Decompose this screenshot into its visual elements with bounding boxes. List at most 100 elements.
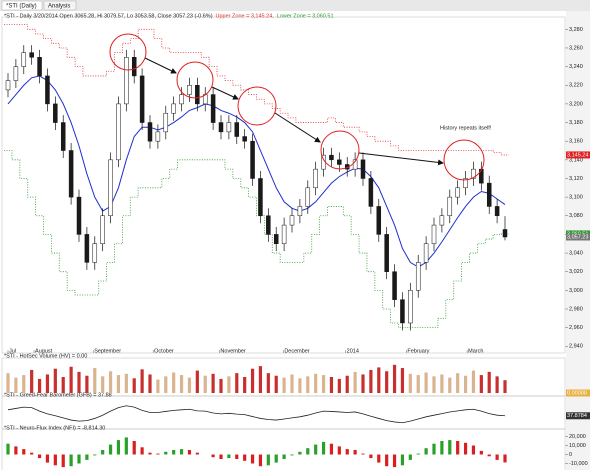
x-tick-label: December [284, 348, 310, 354]
bar [108, 444, 113, 455]
candle-body [76, 196, 82, 235]
bar [235, 454, 239, 459]
panel-header: *STI - Daily 3/20/2014 Open 3065.28, Hi … [4, 13, 213, 19]
bar [124, 373, 128, 393]
y-tick-label: 3,040 [569, 251, 583, 257]
bar [53, 368, 57, 393]
bar [243, 377, 247, 393]
candle-body [68, 150, 74, 198]
candle-body [392, 271, 397, 300]
panel-frame [1, 428, 566, 470]
bar [219, 454, 223, 459]
bar [503, 380, 507, 393]
bar [148, 374, 152, 393]
zone-line [4, 24, 509, 156]
bar [45, 374, 50, 393]
x-tick-label: Jul [9, 348, 16, 354]
price-tag-label: 0.00000 [567, 390, 587, 396]
bar [424, 448, 428, 455]
arrow [274, 112, 321, 143]
bar [108, 371, 113, 393]
bar [321, 375, 326, 393]
bar [361, 374, 365, 393]
bar [456, 373, 460, 393]
annotation: History repeats itself! [440, 125, 492, 131]
lower-zone-header: Lower Zone = 3,060.51 [277, 13, 334, 19]
candle-body [376, 206, 382, 235]
price-tag [566, 233, 590, 241]
annotation-arrows [144, 57, 444, 166]
bar [440, 374, 444, 393]
y-tick-label: 20,000 [569, 434, 586, 440]
candle-body [415, 262, 421, 291]
bar [495, 376, 499, 393]
price-tag [566, 412, 590, 420]
bar [156, 379, 160, 393]
tab-label[interactable]: *STI (Daily) [6, 4, 37, 10]
y-tick-label: 3,000 [569, 288, 583, 294]
bar [400, 368, 405, 393]
upper-zone-header: Upper Zone = 3,145.24, [216, 13, 275, 19]
bar [416, 453, 420, 455]
bar [266, 373, 270, 393]
x-tick-label: 2014 [347, 348, 359, 354]
bar [337, 446, 341, 455]
bar [250, 454, 255, 464]
candle-body [400, 299, 405, 324]
candle-body [37, 57, 42, 77]
bar [471, 370, 476, 393]
candle-body [60, 122, 66, 151]
bar [37, 454, 42, 459]
bar [298, 451, 302, 455]
panel-header: *STI - HotSec Volume (HV) = 0.00 [4, 353, 87, 359]
bar [329, 443, 334, 455]
candle-body [84, 234, 90, 263]
tab[interactable] [1, 0, 43, 11]
bar [377, 454, 381, 463]
bar [124, 437, 128, 455]
tab-label[interactable]: Analysis [48, 4, 70, 10]
bar [195, 452, 199, 455]
bar [274, 454, 278, 463]
candle-body [242, 136, 247, 142]
candle-body [368, 178, 374, 207]
y-tick-label: 3,140 [569, 157, 583, 163]
bar [456, 441, 460, 455]
candle-body [313, 168, 318, 189]
bar [432, 443, 436, 455]
bar [282, 454, 286, 459]
bar [314, 444, 318, 455]
candle-body [329, 154, 334, 161]
y-tick-label: 3,020 [569, 269, 583, 275]
candle-body [234, 122, 240, 137]
y-tick-label: 10,000 [569, 443, 586, 449]
x-tick-label: February [407, 348, 429, 354]
bar [392, 454, 397, 468]
bar [258, 454, 263, 467]
candle-body [297, 206, 303, 217]
grid-layer [1, 16, 568, 470]
y-tick-label: 3,220 [569, 83, 583, 89]
bar [116, 440, 121, 455]
candle-body [5, 80, 11, 91]
bar [53, 454, 57, 466]
circle [237, 86, 277, 126]
tab[interactable] [43, 0, 77, 11]
bar [448, 440, 452, 455]
price-tag-label: 3,145.24 [567, 152, 588, 158]
y-tick-label: 2,960 [569, 325, 583, 331]
bar [101, 376, 105, 393]
bar [6, 443, 10, 455]
bar [258, 366, 263, 393]
candle-body [124, 57, 129, 105]
bar [266, 454, 270, 466]
bar [227, 454, 231, 459]
bar [172, 450, 176, 455]
marks-layer: *STI - Daily 3/20/2014 Open 3065.28, Hi … [4, 13, 590, 468]
candle-body [131, 57, 137, 77]
bar [408, 373, 412, 393]
bar [463, 375, 468, 393]
bar [132, 378, 136, 393]
bar [243, 454, 247, 461]
indicator-line [7, 405, 506, 424]
